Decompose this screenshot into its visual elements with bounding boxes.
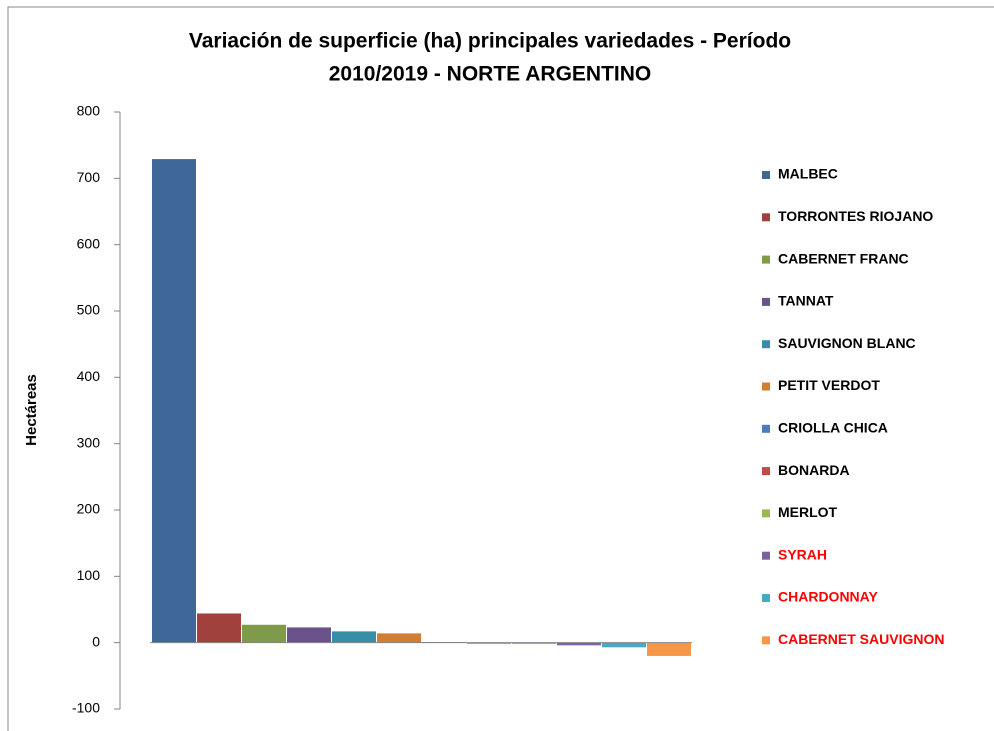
legend-label: BONARDA — [778, 462, 850, 478]
legend-label: TORRONTES RIOJANO — [778, 208, 933, 224]
legend-swatch — [762, 424, 770, 433]
legend-label: SAUVIGNON BLANC — [778, 335, 916, 351]
y-tick-label: 0 — [92, 633, 100, 649]
legend-label: MALBEC — [778, 166, 838, 182]
legend-swatch — [762, 509, 770, 518]
bar — [332, 631, 376, 643]
bar — [647, 642, 691, 656]
legend-swatch — [762, 213, 770, 222]
chart-title: 2010/2019 - NORTE ARGENTINO — [329, 63, 652, 86]
bar — [287, 627, 331, 643]
legend-swatch — [762, 297, 770, 306]
y-tick-label: 300 — [77, 434, 101, 450]
legend-label: CABERNET FRANC — [778, 250, 909, 266]
legend-label: MERLOT — [778, 504, 838, 520]
bar — [242, 624, 286, 643]
bar — [602, 642, 646, 648]
legend-label: SYRAH — [778, 546, 827, 562]
legend-swatch — [762, 171, 770, 179]
bar — [152, 159, 196, 643]
y-tick-label: 600 — [77, 235, 101, 251]
legend-swatch — [762, 255, 770, 264]
legend-label: CHARDONNAY — [778, 589, 878, 605]
legend-swatch — [762, 382, 770, 391]
y-tick-label: 100 — [77, 567, 101, 583]
y-tick-label: -100 — [72, 700, 100, 716]
y-tick-label: 500 — [77, 302, 101, 318]
legend-swatch — [762, 467, 770, 476]
legend-swatch — [762, 594, 770, 602]
bar — [557, 642, 601, 646]
y-tick-label: 800 — [77, 103, 101, 119]
y-axis-label: Hectáreas — [23, 374, 40, 446]
y-tick-label: 700 — [77, 169, 101, 185]
legend-swatch — [762, 551, 770, 560]
chart-title: Variación de superficie (ha) principales… — [189, 30, 791, 53]
legend-swatch — [762, 636, 770, 645]
y-tick-label: 400 — [77, 368, 101, 384]
chart-frame — [7, 6, 994, 731]
bar — [197, 613, 241, 643]
bar — [377, 633, 421, 643]
legend-swatch — [762, 340, 770, 349]
y-tick-label: 200 — [77, 501, 101, 517]
legend-label: CABERNET SAUVIGNON — [778, 631, 944, 647]
bar — [512, 642, 556, 644]
legend-label: CRIOLLA CHICA — [778, 420, 888, 436]
legend-label: PETIT VERDOT — [778, 377, 880, 393]
legend-label: TANNAT — [778, 293, 834, 309]
